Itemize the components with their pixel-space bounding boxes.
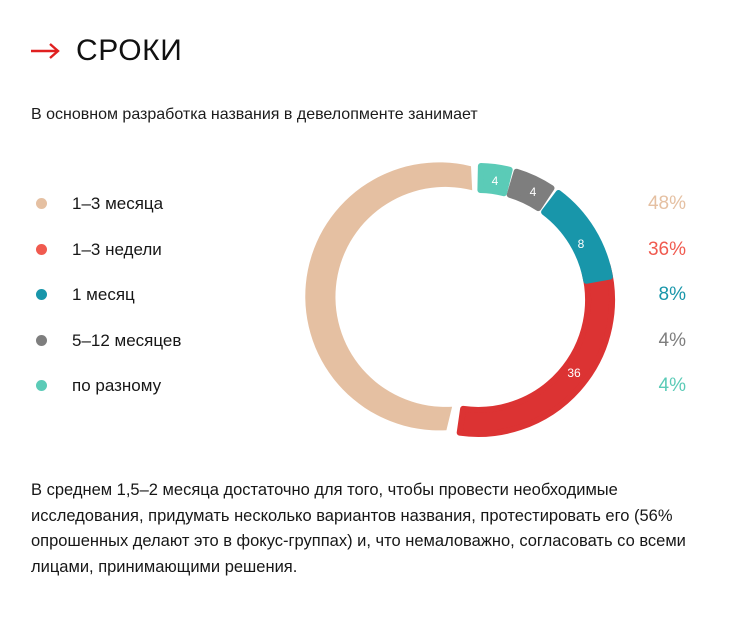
- page-header: СРОКИ: [30, 36, 182, 66]
- legend-item-varies[interactable]: по разному: [31, 363, 311, 409]
- legend-item-5-12-months[interactable]: 5–12 месяцев: [31, 318, 311, 364]
- legend-item-label: по разному: [72, 376, 162, 396]
- percent-label-varies: 4%: [658, 375, 686, 397]
- subtitle-text: В основном разработка названия в девелоп…: [31, 106, 478, 123]
- percent-label-1-3-weeks: 36%: [647, 238, 686, 260]
- legend-color-dot: [36, 198, 47, 210]
- donut-chart-svg: 48 36 8 4 4: [305, 162, 616, 437]
- percent-label-1-month: 8%: [658, 284, 686, 306]
- legend-item-1-3-weeks[interactable]: 1–3 недели: [31, 227, 311, 273]
- percent-label-1-3-months: 48%: [647, 193, 686, 215]
- donut-slice-5-12-months[interactable]: [506, 168, 555, 212]
- percent-label-5-12-months: 4%: [658, 329, 686, 351]
- legend-color-dot: [36, 380, 47, 392]
- legend-item-label: 1–3 месяца: [72, 194, 164, 214]
- page-title: СРОКИ: [76, 34, 183, 67]
- legend-item-label: 5–12 месяцев: [72, 330, 182, 350]
- donut-slice-varies[interactable]: [477, 163, 513, 197]
- body-paragraph-block: В среднем 1,5–2 месяца достаточно для то…: [31, 478, 731, 580]
- legend-color-dot: [36, 289, 47, 301]
- legend-color-dot: [36, 334, 47, 346]
- donut-chart: 48 36 8 4 4: [305, 155, 623, 445]
- donut-slice-1-3-months[interactable]: [305, 162, 473, 431]
- donut-label-48: 48: [352, 292, 366, 306]
- body-paragraph: В среднем 1,5–2 месяца достаточно для то…: [31, 481, 686, 576]
- donut-label-8: 8: [578, 237, 585, 251]
- legend-color-dot: [36, 243, 47, 255]
- donut-slice-1-month[interactable]: [541, 190, 613, 284]
- donut-label-4-gray: 4: [530, 185, 537, 199]
- arrow-right-icon: [31, 43, 60, 59]
- chart-legend: 1–3 месяца 1–3 недели 1 месяц 5–12 месяц…: [31, 181, 311, 409]
- donut-label-4-teal: 4: [492, 174, 499, 188]
- legend-item-1-month[interactable]: 1 месяц: [31, 272, 311, 318]
- legend-item-label: 1 месяц: [72, 285, 135, 305]
- donut-label-36: 36: [567, 366, 581, 380]
- legend-item-label: 1–3 недели: [72, 239, 162, 259]
- percent-label-column: 48% 36% 8% 4% 4%: [608, 181, 686, 409]
- legend-item-1-3-months[interactable]: 1–3 месяца: [31, 181, 311, 227]
- donut-slice-1-3-weeks[interactable]: [456, 263, 616, 437]
